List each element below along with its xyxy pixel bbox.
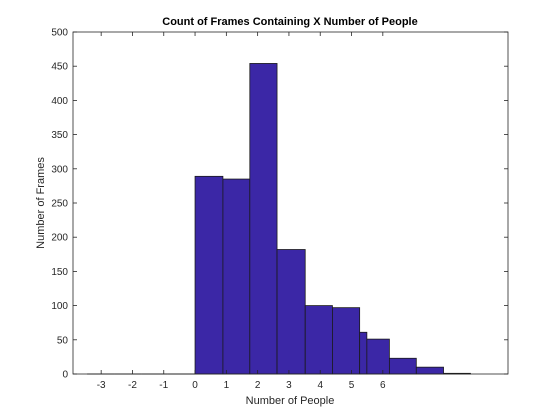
x-axis-label: Number of People	[246, 395, 335, 407]
histogram-bar	[415, 366, 444, 375]
y-tick-label: 0	[62, 370, 68, 381]
x-tick-label: 6	[380, 380, 386, 391]
chart-title: Count of Frames Containing X Number of P…	[162, 16, 417, 28]
y-tick-label: 300	[51, 164, 68, 175]
histogram-bar	[222, 178, 251, 375]
histogram-bar	[332, 307, 361, 375]
y-tick-label: 150	[51, 267, 68, 278]
histogram-bar	[194, 175, 224, 375]
x-tick-label: 1	[224, 380, 230, 391]
x-tick-label: -1	[159, 380, 168, 391]
x-tick-label: 4	[317, 380, 323, 391]
y-axis-label: Number of Frames	[35, 157, 47, 249]
y-tick-label: 400	[51, 96, 68, 107]
y-tick-label: 350	[51, 130, 68, 141]
y-tick-label: 250	[51, 199, 68, 210]
histogram-bar	[359, 331, 368, 375]
histogram-bar	[388, 357, 417, 375]
histogram-bar	[304, 305, 333, 375]
plot-area: -3 -2 -1 0 1 2 3 4 5 6 0 50 100 150 200 250 300 350 400 450…	[51, 28, 509, 391]
histogram-bar	[276, 249, 306, 375]
y-tick-label: 200	[51, 233, 68, 244]
x-tick-label: -2	[128, 380, 137, 391]
x-tick-label: 5	[349, 380, 355, 391]
histogram-bar	[366, 338, 390, 375]
x-tick-label: 3	[286, 380, 292, 391]
y-tick-label: 100	[51, 301, 68, 312]
histogram-bar	[249, 63, 278, 375]
y-tick-label: 50	[57, 335, 69, 346]
x-tick-label: 0	[192, 380, 198, 391]
y-tick-label: 500	[51, 28, 68, 39]
x-tick-label: -3	[97, 380, 106, 391]
y-tick-label: 450	[51, 62, 68, 73]
x-tick-label: 2	[255, 380, 261, 391]
